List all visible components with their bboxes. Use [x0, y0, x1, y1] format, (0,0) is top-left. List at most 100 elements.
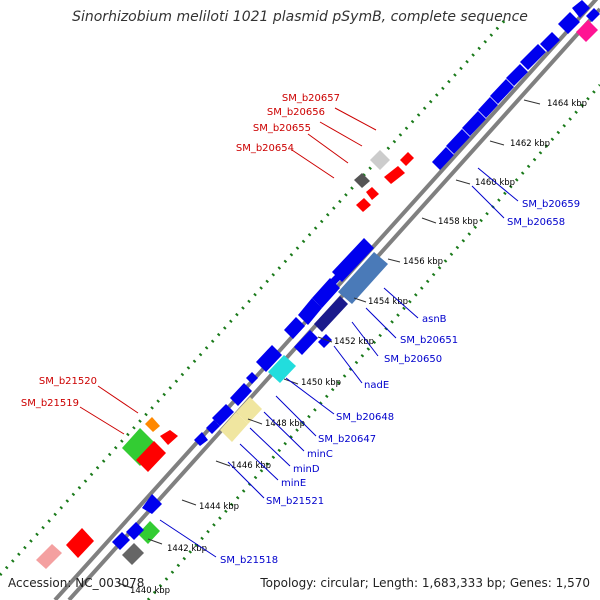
- leader-line: [319, 121, 363, 147]
- tick-label: 1456 kbp: [403, 257, 443, 267]
- gene-label-red[interactable]: SM_b20656: [267, 107, 325, 118]
- gene-navy[interactable]: [314, 296, 348, 332]
- gene-yellow[interactable]: [236, 397, 262, 424]
- gene-label-red[interactable]: SM_b20654: [236, 143, 294, 154]
- gene-red[interactable]: [36, 544, 62, 569]
- gene-blue[interactable]: [506, 64, 528, 86]
- gene-blue[interactable]: [112, 532, 130, 550]
- gene-steelblue[interactable]: [338, 252, 388, 304]
- gene-label-blue[interactable]: SM_b21518: [220, 555, 278, 566]
- tick-line: [489, 140, 505, 146]
- right-dotted-guide: [146, 84, 600, 600]
- gene-blue[interactable]: [126, 522, 144, 540]
- gene-blue[interactable]: [572, 0, 590, 18]
- tick-label: 1444 kbp: [199, 502, 239, 512]
- page-title: Sinorhizobium meliloti 1021 plasmid pSym…: [72, 9, 528, 25]
- gene-red[interactable]: [66, 528, 94, 558]
- tick-line: [523, 99, 541, 105]
- gene-label-blue[interactable]: SM_b20658: [507, 217, 565, 228]
- gene-label-blue[interactable]: SM_b20648: [336, 412, 394, 423]
- leader-line: [249, 427, 291, 467]
- leader-line: [351, 321, 379, 357]
- gene-blue[interactable]: [330, 274, 341, 285]
- gene-label-red[interactable]: SM_b21520: [39, 376, 97, 387]
- gene-label-red[interactable]: SM_b20655: [253, 123, 311, 134]
- gene-blue[interactable]: [246, 372, 258, 384]
- tick-line: [317, 336, 333, 343]
- gene-blue[interactable]: [490, 79, 514, 104]
- gene-lightgray[interactable]: [370, 150, 390, 170]
- tick-line: [455, 179, 471, 185]
- gene-blue[interactable]: [558, 12, 580, 34]
- gene-cyan[interactable]: [268, 355, 296, 383]
- gene-blue[interactable]: [332, 238, 374, 282]
- gene-red[interactable]: [366, 187, 379, 200]
- tick-line: [117, 582, 133, 589]
- gene-darkgray[interactable]: [122, 543, 144, 565]
- gene-blue[interactable]: [446, 129, 470, 154]
- gene-orange[interactable]: [145, 417, 160, 432]
- gene-blue[interactable]: [462, 111, 486, 136]
- gene-magenta[interactable]: [576, 20, 598, 42]
- tick-label: 1460 kbp: [475, 178, 515, 188]
- gene-blue[interactable]: [312, 278, 340, 308]
- gene-label-red[interactable]: SM_b20657: [282, 93, 340, 104]
- gene-blue[interactable]: [520, 44, 546, 70]
- gene-blue[interactable]: [194, 432, 208, 446]
- leader-line: [275, 395, 317, 437]
- gene-blue[interactable]: [294, 330, 318, 355]
- forward-genes: [36, 150, 414, 569]
- gene-red[interactable]: [384, 166, 405, 184]
- tick-label: 1462 kbp: [510, 139, 550, 149]
- gene-green[interactable]: [138, 521, 160, 544]
- tick-line: [421, 217, 437, 224]
- gene-blue[interactable]: [432, 147, 454, 170]
- gene-red[interactable]: [356, 198, 371, 212]
- gene-label-blue[interactable]: asnB: [422, 314, 447, 325]
- reverse-genes: [112, 0, 600, 565]
- gene-blue[interactable]: [540, 32, 560, 52]
- gene-blue[interactable]: [230, 383, 252, 406]
- gene-darkgray[interactable]: [354, 173, 370, 188]
- tick-label: 1454 kbp: [368, 297, 408, 307]
- gene-blue[interactable]: [586, 8, 600, 22]
- gene-blue[interactable]: [478, 97, 498, 118]
- leader-line: [79, 406, 125, 435]
- leader-line: [227, 461, 265, 499]
- accession-label: Accession: NC_003078: [8, 576, 145, 590]
- leader-line: [383, 287, 419, 319]
- gene-blue[interactable]: [318, 334, 332, 348]
- gene-red[interactable]: [136, 441, 166, 472]
- gene-red[interactable]: [400, 152, 414, 166]
- gene-blue[interactable]: [298, 298, 322, 325]
- gene-label-blue[interactable]: SM_b20647: [318, 434, 376, 445]
- red-gene-labels: [79, 107, 377, 435]
- leader-line: [291, 149, 335, 179]
- gene-blue[interactable]: [256, 345, 282, 372]
- gene-label-blue[interactable]: minC: [307, 449, 333, 460]
- gene-label-blue[interactable]: minE: [281, 478, 306, 489]
- leader-line: [285, 377, 335, 415]
- gene-yellow[interactable]: [220, 412, 248, 442]
- gene-label-blue[interactable]: SM_b21521: [266, 496, 324, 507]
- gene-blue[interactable]: [212, 404, 234, 426]
- gene-label-blue[interactable]: SM_b20659: [522, 199, 580, 210]
- gene-red[interactable]: [160, 430, 178, 445]
- gene-blue[interactable]: [142, 494, 162, 514]
- left-dotted-guide: [0, 18, 507, 577]
- gene-label-blue[interactable]: SM_b20650: [384, 354, 442, 365]
- tick-line: [181, 499, 197, 506]
- kbp-ticks: [117, 99, 541, 589]
- gene-label-blue[interactable]: nadE: [364, 380, 389, 391]
- gene-label-blue[interactable]: SM_b20651: [400, 335, 458, 346]
- leader-line: [477, 167, 519, 202]
- leader-line: [97, 385, 139, 414]
- gene-label-blue[interactable]: minD: [293, 464, 320, 475]
- gene-green[interactable]: [122, 428, 158, 466]
- gene-label-red[interactable]: SM_b21519: [21, 398, 79, 409]
- leader-line: [239, 443, 279, 481]
- gene-blue[interactable]: [206, 420, 220, 434]
- tick-label: 1448 kbp: [265, 419, 305, 429]
- gene-blue[interactable]: [284, 317, 305, 339]
